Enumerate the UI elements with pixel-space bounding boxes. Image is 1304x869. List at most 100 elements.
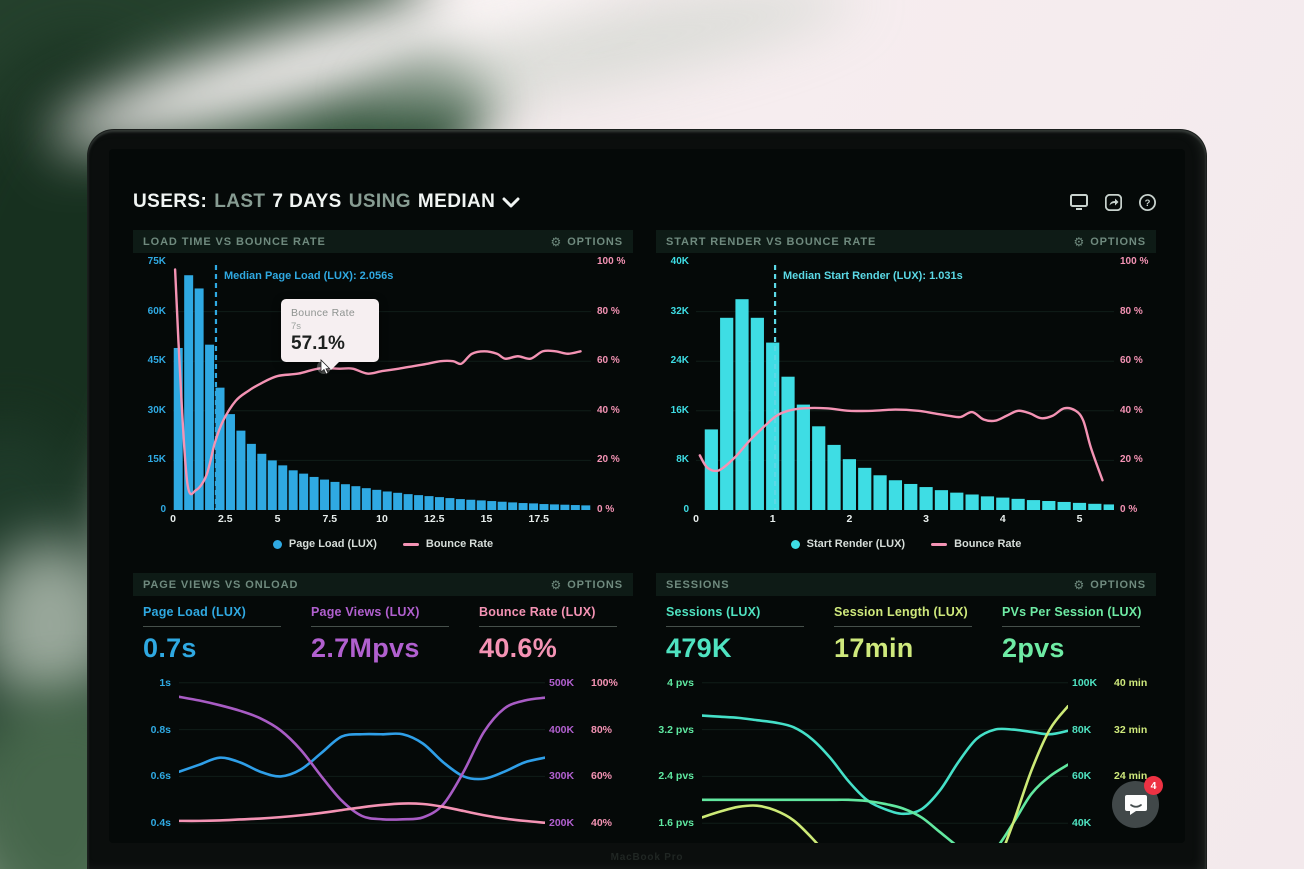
legend-item[interactable]: Page Load (LUX) bbox=[272, 538, 377, 550]
histogram-bar[interactable] bbox=[518, 503, 528, 510]
histogram-bar[interactable] bbox=[173, 347, 183, 510]
histogram-bar[interactable] bbox=[320, 479, 330, 510]
share-icon[interactable] bbox=[1103, 193, 1123, 211]
histogram-bar[interactable] bbox=[1072, 502, 1087, 510]
histogram-bar[interactable] bbox=[403, 494, 413, 510]
histogram-bar[interactable] bbox=[455, 499, 465, 510]
histogram-bar[interactable] bbox=[904, 483, 918, 510]
histogram-bar[interactable] bbox=[965, 494, 979, 511]
median-annotation: Median Page Load (LUX): 2.056s bbox=[224, 270, 394, 282]
histogram-bar[interactable] bbox=[581, 505, 591, 510]
date-range-dropdown[interactable]: USERS: LAST 7 DAYS USING MEDIAN bbox=[133, 191, 520, 213]
histogram-bar[interactable] bbox=[487, 501, 497, 510]
histogram-bar[interactable] bbox=[735, 299, 749, 510]
histogram-bar[interactable] bbox=[434, 497, 444, 510]
histogram-bar[interactable] bbox=[1057, 501, 1071, 510]
histogram-bar[interactable] bbox=[466, 499, 476, 510]
axis-tick-label: 60K bbox=[147, 305, 166, 317]
histogram-bar[interactable] bbox=[996, 497, 1010, 510]
histogram-bar[interactable] bbox=[445, 498, 455, 510]
histogram-bar[interactable] bbox=[424, 496, 434, 510]
histogram-bar[interactable] bbox=[194, 288, 204, 510]
options-button[interactable]: ⚙ OPTIONS bbox=[550, 234, 623, 249]
histogram-bar[interactable] bbox=[950, 492, 964, 510]
gear-icon: ⚙ bbox=[550, 577, 563, 592]
histogram-bar[interactable] bbox=[980, 496, 995, 510]
y-axis-left: 4 pvs 3.2 pvs 2.4 pvs 1.6 pvs bbox=[656, 672, 702, 843]
histogram-bar[interactable] bbox=[393, 492, 403, 510]
axis-tick-label: 0 bbox=[170, 513, 176, 525]
options-button[interactable]: ⚙ OPTIONS bbox=[1073, 577, 1146, 592]
help-icon[interactable]: ? bbox=[1137, 193, 1157, 211]
histogram-bar[interactable] bbox=[842, 459, 856, 510]
options-button[interactable]: ⚙ OPTIONS bbox=[1073, 234, 1146, 249]
histogram-bar[interactable] bbox=[720, 317, 734, 510]
histogram-bar[interactable] bbox=[497, 501, 507, 510]
histogram-bar[interactable] bbox=[570, 505, 580, 510]
svg-text:?: ? bbox=[1144, 198, 1150, 209]
histogram-bar[interactable] bbox=[919, 487, 933, 510]
axis-tick-label: 1 bbox=[769, 513, 776, 525]
histogram-bar[interactable] bbox=[278, 465, 288, 510]
histogram-bar[interactable] bbox=[309, 476, 319, 510]
histogram-bar[interactable] bbox=[873, 475, 887, 510]
histogram-bar[interactable] bbox=[288, 470, 298, 510]
chevron-down-icon bbox=[502, 197, 520, 207]
histogram-bar[interactable] bbox=[529, 503, 539, 510]
bounce-rate-line bbox=[173, 268, 582, 496]
legend-item[interactable]: Start Render (LUX) bbox=[790, 538, 905, 550]
histogram-bar[interactable] bbox=[476, 500, 486, 510]
histogram-bar[interactable] bbox=[812, 426, 826, 510]
histogram-bar[interactable] bbox=[215, 387, 225, 510]
histogram-bar[interactable] bbox=[340, 484, 350, 510]
histogram-bar[interactable] bbox=[827, 444, 841, 510]
histogram-bar[interactable] bbox=[351, 486, 361, 510]
histogram-bar[interactable] bbox=[1042, 501, 1056, 510]
histogram-bar[interactable] bbox=[781, 376, 795, 510]
histogram-bar[interactable] bbox=[382, 491, 392, 510]
histogram-bar[interactable] bbox=[750, 317, 764, 510]
histogram-bar[interactable] bbox=[414, 495, 424, 510]
histogram-bar[interactable] bbox=[888, 480, 903, 510]
histogram-bar[interactable] bbox=[1088, 503, 1102, 510]
plot-area[interactable] bbox=[702, 672, 1068, 843]
plot-area[interactable]: Median Start Render (LUX): 1.031s bbox=[696, 262, 1114, 510]
gear-icon: ⚙ bbox=[1073, 234, 1086, 249]
histogram-bar[interactable] bbox=[1026, 500, 1041, 510]
axis-tick-label: 2 bbox=[846, 513, 853, 525]
axis-tick-label: 0.6s bbox=[150, 770, 171, 783]
chat-launcher[interactable]: 4 bbox=[1112, 776, 1163, 828]
histogram-bar[interactable] bbox=[236, 430, 246, 510]
histogram-bar[interactable] bbox=[205, 344, 215, 510]
histogram-bar[interactable] bbox=[372, 489, 382, 510]
histogram-bar[interactable] bbox=[1011, 498, 1025, 510]
legend-item[interactable]: Bounce Rate bbox=[402, 538, 493, 550]
histogram-bar[interactable] bbox=[766, 342, 780, 510]
monitor-icon[interactable] bbox=[1069, 193, 1089, 211]
histogram-bar[interactable] bbox=[361, 488, 371, 510]
tooltip-subtitle: 7s bbox=[291, 321, 302, 332]
histogram-bar[interactable] bbox=[330, 481, 340, 510]
panel-load-time-vs-bounce-rate: LOAD TIME VS BOUNCE RATE ⚙ OPTIONS 75K 60K… bbox=[133, 230, 633, 558]
histogram-bar[interactable] bbox=[858, 467, 872, 510]
histogram-bar[interactable] bbox=[246, 443, 256, 510]
histogram-bar[interactable] bbox=[549, 504, 559, 510]
axis-tick-label: 100% bbox=[591, 676, 618, 689]
histogram-bar[interactable] bbox=[225, 414, 235, 510]
legend-label: Page Load (LUX) bbox=[288, 538, 377, 550]
histogram-bar[interactable] bbox=[796, 404, 810, 510]
histogram-bar[interactable] bbox=[934, 490, 949, 510]
histogram-bar[interactable] bbox=[257, 453, 267, 510]
panel-title: SESSIONS bbox=[666, 578, 730, 591]
legend-item[interactable]: Bounce Rate bbox=[931, 538, 1021, 550]
histogram-bar[interactable] bbox=[299, 473, 309, 510]
histogram-bar[interactable] bbox=[508, 502, 518, 510]
plot-area[interactable]: Median Page Load (LUX): 2.056s Bounce Ra… bbox=[173, 262, 591, 510]
histogram-bar[interactable] bbox=[267, 460, 277, 510]
plot-area[interactable] bbox=[179, 672, 545, 843]
histogram-bar[interactable] bbox=[539, 504, 549, 510]
histogram-bar[interactable] bbox=[184, 275, 194, 510]
histogram-bar[interactable] bbox=[560, 504, 570, 510]
options-button[interactable]: ⚙ OPTIONS bbox=[550, 577, 623, 592]
histogram-bar[interactable] bbox=[1103, 504, 1114, 510]
